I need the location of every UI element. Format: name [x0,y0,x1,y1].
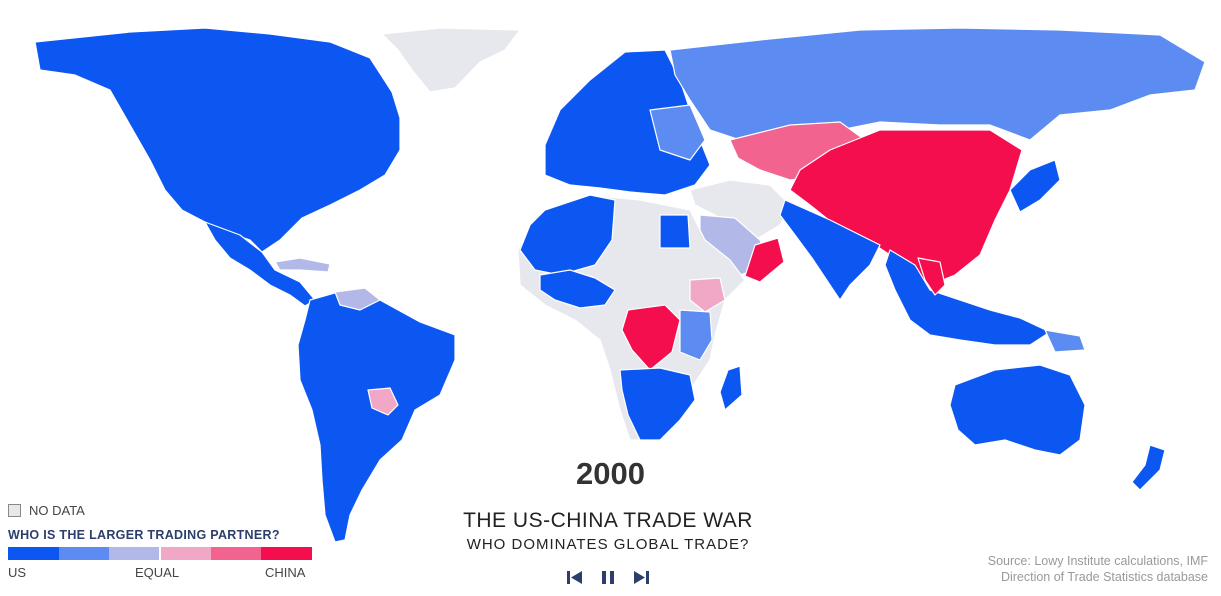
region-horn-africa[interactable] [689,277,726,313]
map-subtitle: WHO DOMINATES GLOBAL TRADE? [466,536,750,553]
scale-labels: US EQUAL CHINA [8,565,318,581]
scale-step-china-moderate [210,547,262,560]
scale-step-china-slight [160,547,211,560]
region-east-africa[interactable] [679,309,713,361]
region-north-america[interactable] [34,27,401,253]
region-japan[interactable] [1009,159,1061,213]
region-middle-east[interactable] [689,179,791,241]
region-greenland[interactable] [381,27,521,93]
region-europe[interactable] [544,49,711,196]
region-central-america[interactable] [204,221,316,307]
region-papua[interactable] [1044,329,1086,353]
region-venezuela[interactable] [334,287,381,311]
skip-back-button[interactable] [565,569,585,586]
playback-controls [565,569,651,586]
skip-forward-button[interactable] [631,569,651,586]
region-madagascar[interactable] [719,365,743,411]
region-dr-congo[interactable] [621,304,681,371]
region-australia[interactable] [949,364,1086,456]
region-new-zealand[interactable] [1131,444,1166,491]
scale-step-china [261,547,313,560]
region-oman[interactable] [744,237,785,283]
region-paraguay[interactable] [367,387,399,416]
region-eastern-europe[interactable] [649,104,706,161]
scale-step-us-moderate [58,547,110,560]
pause-button[interactable] [598,569,618,586]
region-vietnam[interactable] [917,257,946,296]
scale-step-us [8,547,59,560]
map-title: THE US-CHINA TRADE WAR [463,509,753,532]
year-label: 2000 [576,456,645,491]
region-southeast-asia[interactable] [884,249,1051,346]
region-egypt[interactable] [659,214,691,249]
region-southern-africa[interactable] [619,367,696,441]
scale-label-china: CHINA [265,565,306,580]
source-line-1: Source: Lowy Institute calculations, IMF [987,554,1208,568]
no-data-label: NO DATA [29,503,85,518]
region-south-america[interactable] [297,289,456,543]
source-note: Source: Lowy Institute calculations, IMF… [988,553,1208,585]
scale-label-us: US [8,565,27,580]
color-scale [8,547,313,560]
region-india[interactable] [779,199,881,301]
region-west-africa[interactable] [539,269,616,309]
source-line-2: Direction of Trade Statistics database [1000,570,1208,584]
no-data-swatch [8,504,21,517]
legend-title: WHO IS THE LARGER TRADING PARTNER? [8,528,280,542]
scale-step-us-slight [109,547,161,560]
legend: NO DATA WHO IS THE LARGER TRADING PARTNE… [8,503,318,581]
region-north-africa[interactable] [519,194,616,276]
no-data-legend: NO DATA [8,503,318,518]
region-caribbean[interactable] [274,257,331,273]
scale-equal-marker [159,547,161,560]
scale-label-equal: EQUAL [135,565,180,580]
region-russia[interactable] [669,27,1206,141]
